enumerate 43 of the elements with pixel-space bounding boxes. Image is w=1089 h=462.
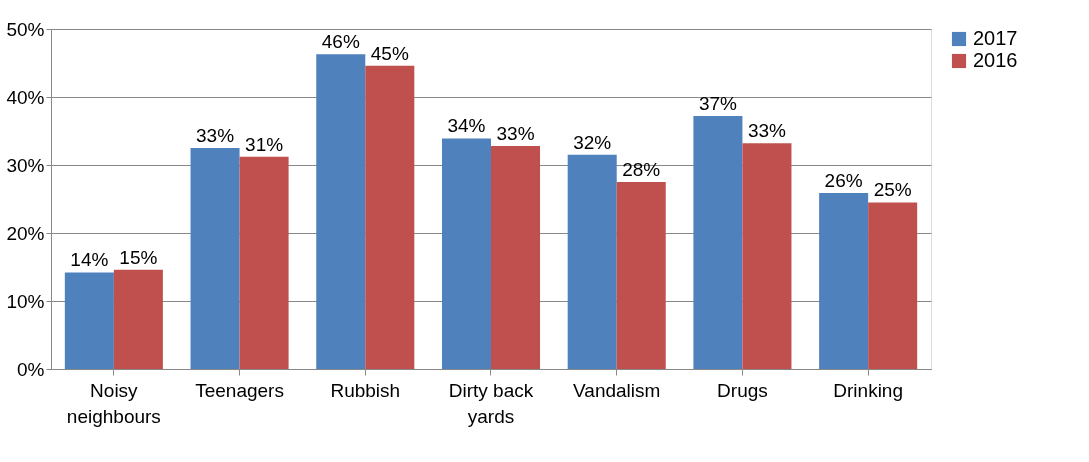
x-tick-label: Noisy neighbours: [66, 379, 161, 427]
bar: [567, 154, 617, 369]
data-label: 45%: [370, 42, 409, 64]
bar: [868, 202, 918, 369]
data-label: 32%: [573, 131, 612, 153]
bar: [64, 272, 114, 369]
data-label: 14%: [70, 249, 109, 271]
bar: [819, 192, 869, 369]
y-tick-label: 10%: [6, 290, 45, 312]
bar: [316, 54, 366, 369]
x-tick-label: Vandalism: [573, 379, 661, 401]
y-tick-label: 20%: [6, 222, 45, 244]
bar: [616, 182, 666, 369]
data-label: 33%: [496, 122, 535, 144]
x-tick-label: Rubbish: [330, 379, 401, 401]
data-label: 15%: [119, 246, 158, 268]
legend-label: 2016: [973, 49, 1018, 71]
bar: [239, 156, 289, 369]
data-label: 31%: [245, 133, 284, 155]
x-tick-label: Dirty back yards: [448, 379, 534, 427]
x-tick-label: Teenagers: [195, 379, 284, 401]
bar: [742, 143, 792, 369]
data-label: 46%: [321, 31, 360, 53]
bar: [491, 145, 541, 369]
data-label: 25%: [873, 179, 912, 201]
bar: [190, 148, 240, 369]
bar: [113, 269, 163, 369]
data-label: 37%: [698, 93, 738, 115]
data-label: 34%: [447, 115, 486, 137]
data-label: 26%: [824, 169, 863, 191]
bar: [441, 138, 491, 369]
y-tick-label: 0%: [17, 358, 45, 380]
data-label: 33%: [196, 125, 235, 146]
y-tick-label: 50%: [6, 18, 45, 40]
x-tick-label: Drinking: [833, 379, 903, 401]
y-tick-label: 30%: [6, 154, 45, 176]
y-tick-label: 40%: [6, 86, 45, 108]
bar: [693, 116, 743, 369]
bar: [365, 65, 415, 369]
x-tick-label: Drugs: [717, 379, 768, 401]
legend-label: 2017: [973, 27, 1018, 49]
data-label: 33%: [747, 120, 787, 142]
data-label: 28%: [622, 159, 661, 180]
